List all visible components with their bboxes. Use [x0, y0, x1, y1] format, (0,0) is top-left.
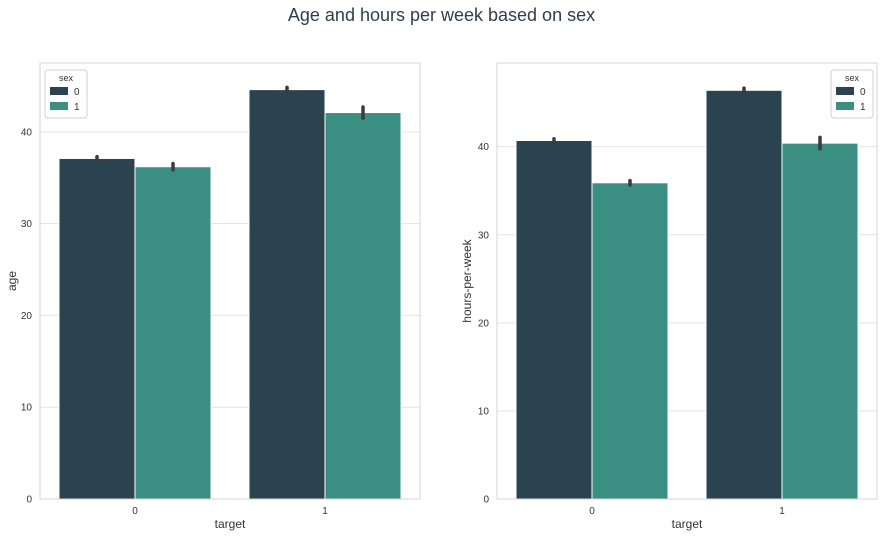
figure-title: Age and hours per week based on sex — [287, 5, 596, 25]
bar — [324, 112, 402, 500]
legend-label: 1 — [860, 102, 866, 113]
x-tick-label: 0 — [132, 506, 138, 517]
x-tick-label: 1 — [322, 506, 328, 517]
y-tick-label: 40 — [478, 142, 490, 153]
bar — [58, 157, 136, 500]
y-axis-label: hours-per-week — [460, 238, 474, 322]
legend-swatch — [836, 102, 854, 110]
x-axis-label: target — [215, 517, 246, 531]
y-tick-label: 20 — [21, 311, 33, 322]
legend-swatch — [50, 87, 68, 95]
legend-swatch — [50, 102, 68, 110]
y-tick-label: 0 — [26, 495, 32, 506]
legend-label: 0 — [860, 87, 866, 98]
y-tick-label: 10 — [478, 406, 490, 417]
y-tick-label: 30 — [478, 230, 490, 241]
bar — [781, 142, 859, 500]
bar — [134, 166, 212, 500]
plot-frame — [496, 62, 878, 500]
legend-title: sex — [845, 73, 860, 83]
bar — [591, 182, 669, 500]
x-tick-label: 0 — [589, 506, 595, 517]
legend-label: 0 — [74, 87, 80, 98]
bar — [515, 140, 593, 500]
bar — [705, 89, 783, 500]
x-axis-label: target — [672, 517, 703, 531]
x-tick-label: 1 — [779, 506, 785, 517]
bar — [248, 89, 326, 500]
y-tick-label: 30 — [21, 219, 33, 230]
legend-swatch — [836, 87, 854, 95]
legend-title: sex — [59, 73, 74, 83]
plot-frame — [39, 62, 421, 500]
y-tick-label: 10 — [21, 403, 33, 414]
y-tick-label: 20 — [478, 318, 490, 329]
y-axis-label: age — [5, 271, 19, 291]
legend-label: 1 — [74, 102, 80, 113]
y-tick-label: 40 — [21, 127, 33, 138]
y-tick-label: 0 — [483, 495, 489, 506]
